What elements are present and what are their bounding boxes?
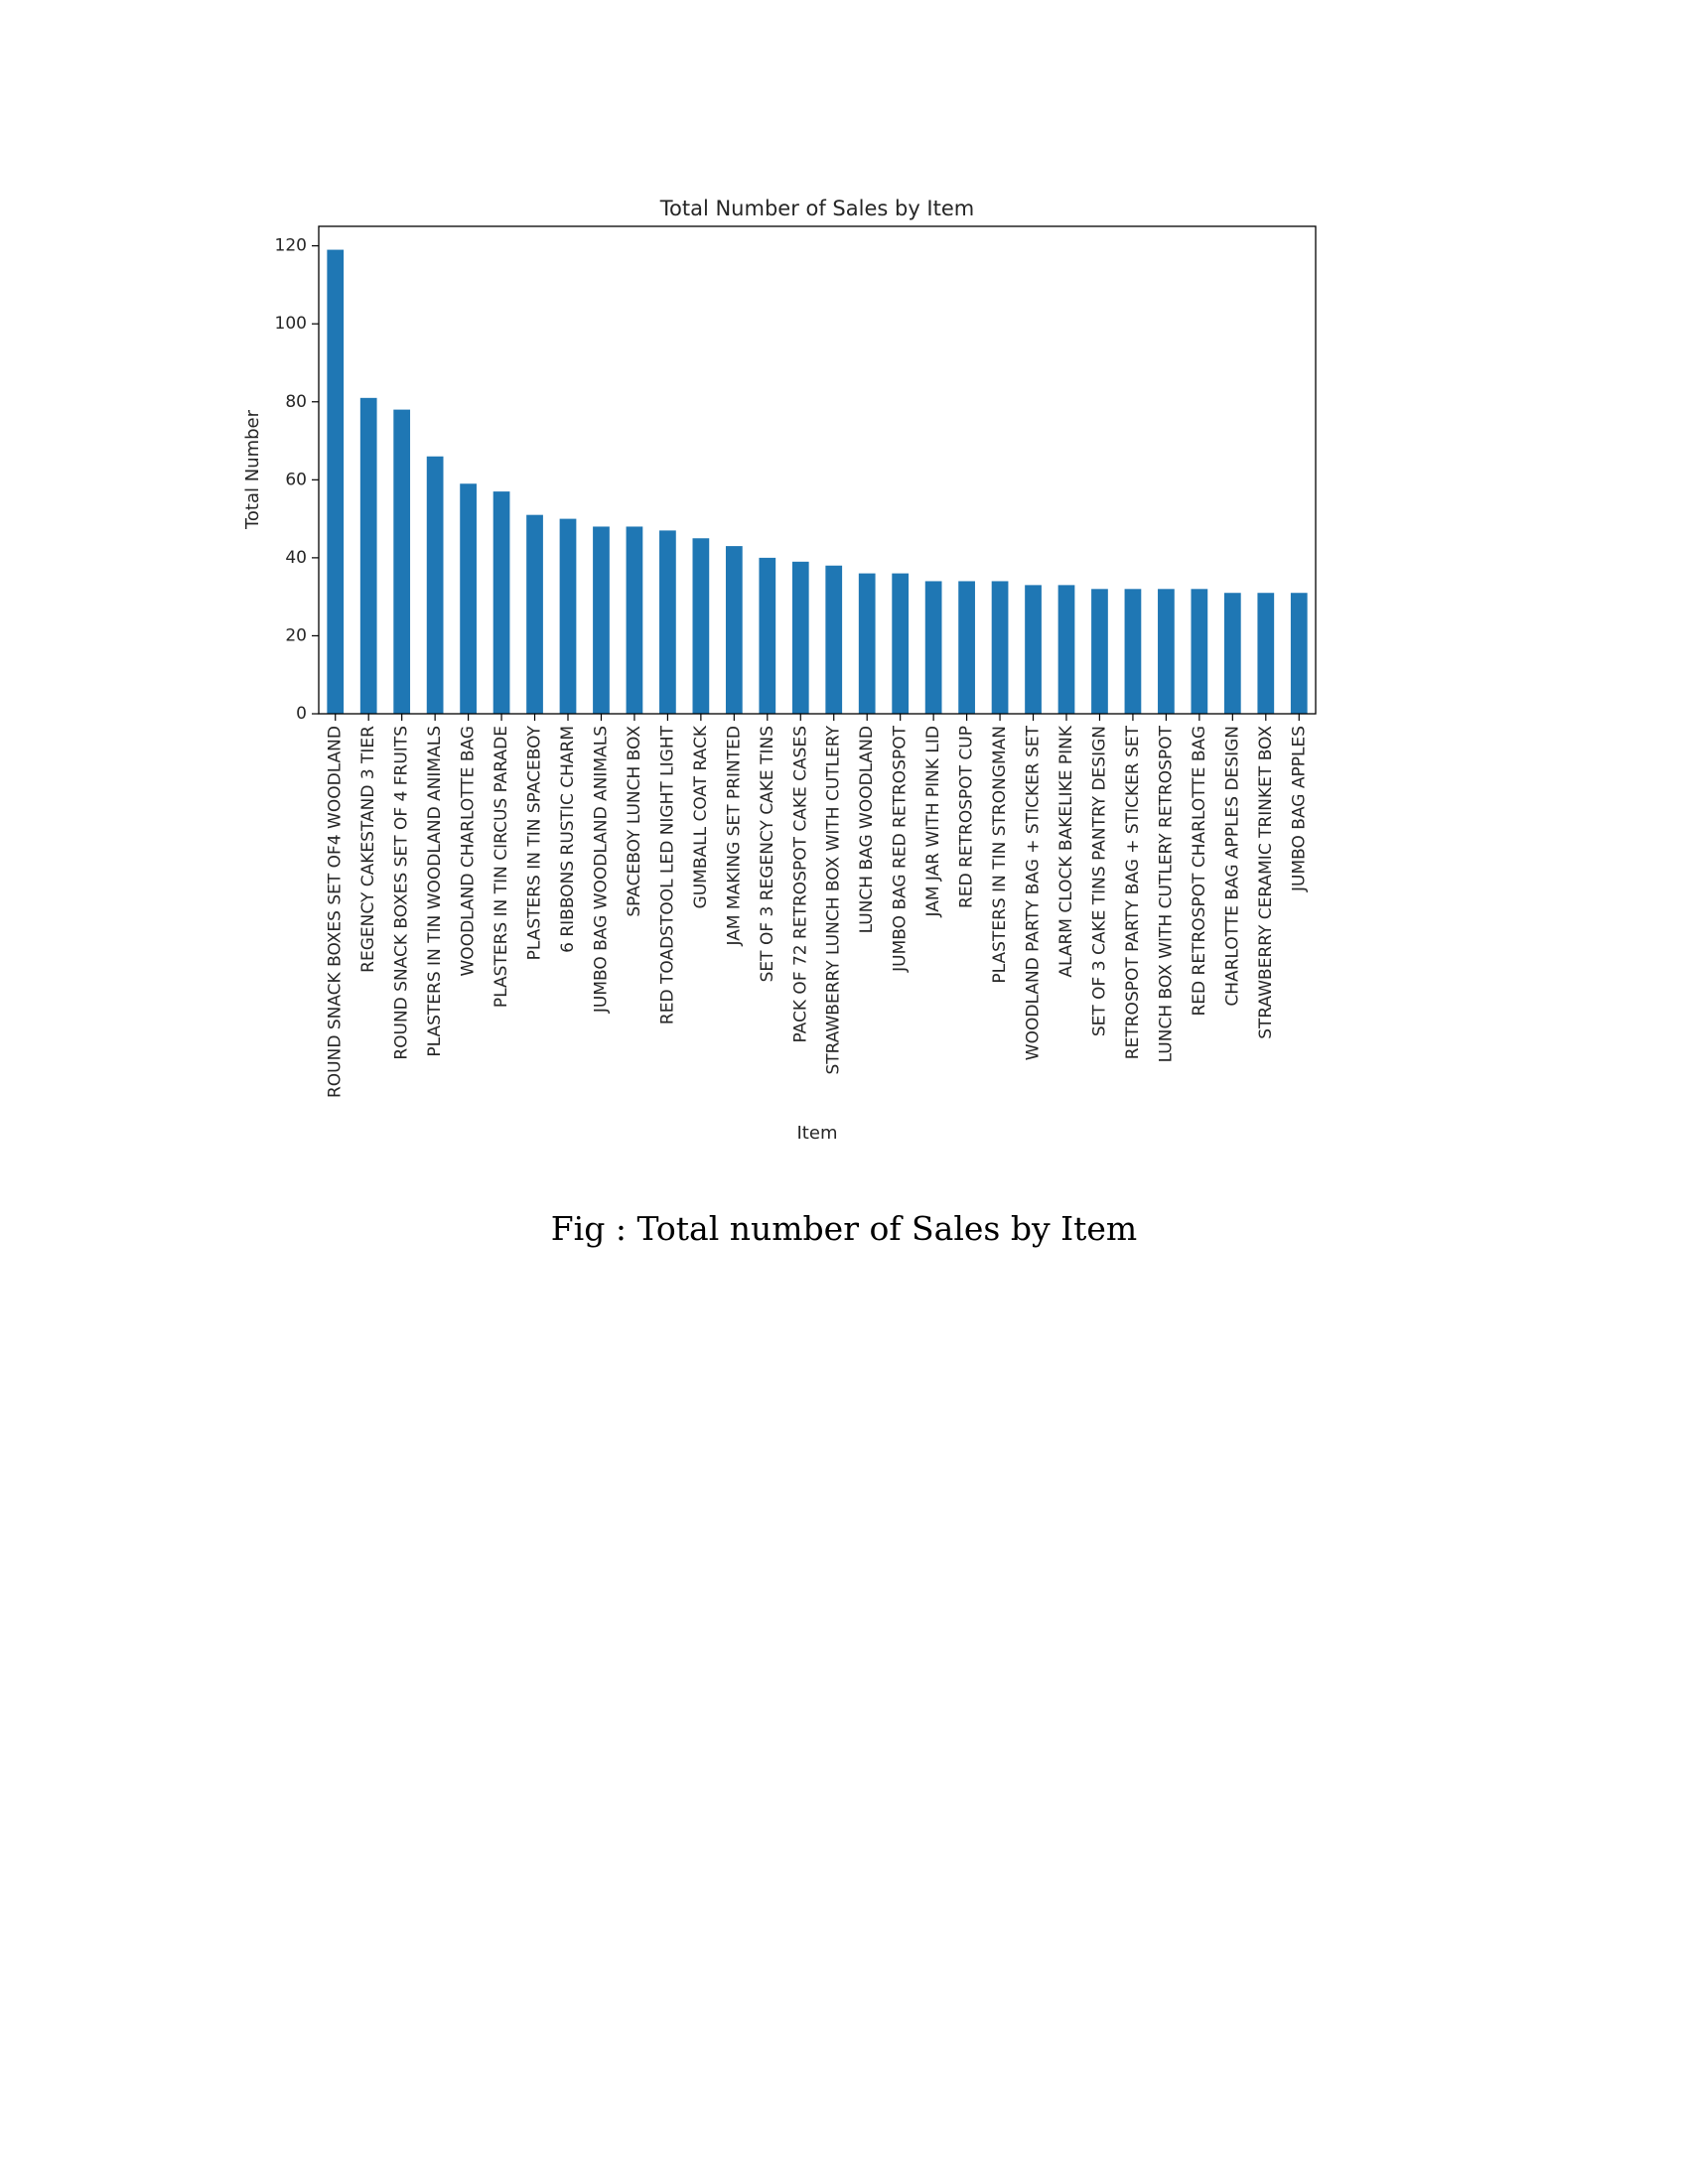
bar: [958, 581, 975, 714]
bar: [858, 573, 876, 714]
bar: [1025, 585, 1042, 714]
x-tick-label: 6 RIBBONS RUSTIC CHARM: [558, 726, 578, 953]
x-tick-label: RETROSPOT PARTY BAG + STICKER SET: [1123, 725, 1143, 1059]
y-tick-label: 60: [285, 470, 307, 489]
bar: [759, 557, 776, 714]
x-tick-label: WOODLAND PARTY BAG + STICKER SET: [1024, 725, 1044, 1060]
bar: [460, 483, 477, 714]
bar: [426, 456, 444, 714]
x-tick-label: GUMBALL COAT RACK: [691, 725, 711, 908]
bar: [626, 526, 643, 714]
bar: [1257, 593, 1275, 714]
x-tick-label: PLASTERS IN TIN WOODLAND ANIMALS: [425, 726, 445, 1057]
x-tick-label: JAM MAKING SET PRINTED: [724, 726, 744, 947]
x-tick-label: JUMBO BAG RED RETROSPOT: [891, 725, 911, 972]
x-tick-label: STRAWBERRY CERAMIC TRINKET BOX: [1256, 726, 1276, 1039]
bar: [825, 565, 843, 714]
x-tick-label: JUMBO BAG APPLES: [1289, 726, 1309, 892]
x-tick-label: CHARLOTTE BAG APPLES DESIGN: [1222, 726, 1242, 1007]
x-tick-label: ROUND SNACK BOXES SET OF 4 FRUITS: [392, 726, 412, 1060]
bar: [725, 546, 743, 714]
bar: [359, 397, 377, 714]
bar: [1158, 589, 1175, 714]
x-tick-label: PLASTERS IN TIN CIRCUS PARADE: [492, 726, 511, 1008]
x-tick-label: RED RETROSPOT CUP: [957, 726, 977, 908]
y-axis-label: Total Number: [242, 409, 263, 530]
bar: [1057, 585, 1075, 714]
y-axis-ticks: 0 20 40 60 80 100 120: [275, 236, 319, 724]
bar: [593, 526, 610, 714]
plot-frame: [318, 225, 1317, 715]
bars: [327, 249, 1308, 714]
figure-caption: Fig : Total number of Sales by Item: [550, 1209, 1138, 1248]
y-tick-label: 20: [285, 625, 307, 645]
bar: [1290, 593, 1308, 714]
bar: [1223, 593, 1241, 714]
y-tick-label: 100: [275, 314, 307, 334]
x-tick-label: ALARM CLOCK BAKELIKE PINK: [1056, 725, 1076, 977]
x-tick-label: JAM JAR WITH PINK LID: [923, 726, 943, 917]
x-tick-label: SET OF 3 CAKE TINS PANTRY DESIGN: [1089, 726, 1109, 1036]
chart-title: Total Number of Sales by Item: [659, 197, 974, 220]
bar: [327, 249, 345, 714]
bar: [559, 518, 577, 714]
x-tick-label: REGENCY CAKESTAND 3 TIER: [358, 726, 378, 973]
bar: [393, 409, 411, 714]
bar-chart: Total Number of Sales by Item Total Numb…: [242, 197, 1317, 1144]
y-tick-label: 120: [275, 236, 307, 256]
x-tick-label: PACK OF 72 RETROSPOT CAKE CASES: [790, 726, 810, 1042]
x-tick-label: PLASTERS IN TIN STRONGMAN: [990, 726, 1010, 984]
bar: [526, 514, 543, 714]
x-tick-label: STRAWBERRY LUNCH BOX WITH CUTLERY: [824, 725, 844, 1074]
bar: [659, 530, 676, 714]
x-tick-label: JUMBO BAG WOODLAND ANIMALS: [591, 726, 611, 1014]
bar: [924, 581, 942, 714]
x-tick-label: LUNCH BAG WOODLAND: [857, 726, 877, 933]
bar: [492, 491, 510, 714]
x-tick-label: RED RETROSPOT CHARLOTTE BAG: [1190, 726, 1209, 1017]
y-tick-label: 40: [285, 548, 307, 568]
bar: [1091, 589, 1108, 714]
bar: [892, 573, 910, 714]
y-tick-label: 80: [285, 392, 307, 412]
x-tick-label: SPACEBOY LUNCH BOX: [625, 726, 644, 917]
x-axis-label: Item: [797, 1123, 838, 1144]
bar: [1124, 589, 1142, 714]
x-tick-label: SET OF 3 REGENCY CAKE TINS: [758, 726, 777, 982]
bar: [692, 538, 710, 714]
bar: [1191, 589, 1208, 714]
bar: [791, 561, 809, 714]
x-tick-label: PLASTERS IN TIN SPACEBOY: [525, 725, 545, 960]
x-tick-label: ROUND SNACK BOXES SET OF4 WOODLAND: [326, 726, 346, 1098]
x-tick-label: LUNCH BOX WITH CUTLERY RETROSPOT: [1156, 725, 1176, 1062]
bar: [991, 581, 1009, 714]
y-tick-label: 0: [296, 704, 307, 724]
x-tick-label: RED TOADSTOOL LED NIGHT LIGHT: [657, 725, 677, 1024]
x-axis-ticks: ROUND SNACK BOXES SET OF4 WOODLAND REGENC…: [326, 714, 1309, 1098]
x-tick-label: WOODLAND CHARLOTTE BAG: [459, 726, 479, 977]
